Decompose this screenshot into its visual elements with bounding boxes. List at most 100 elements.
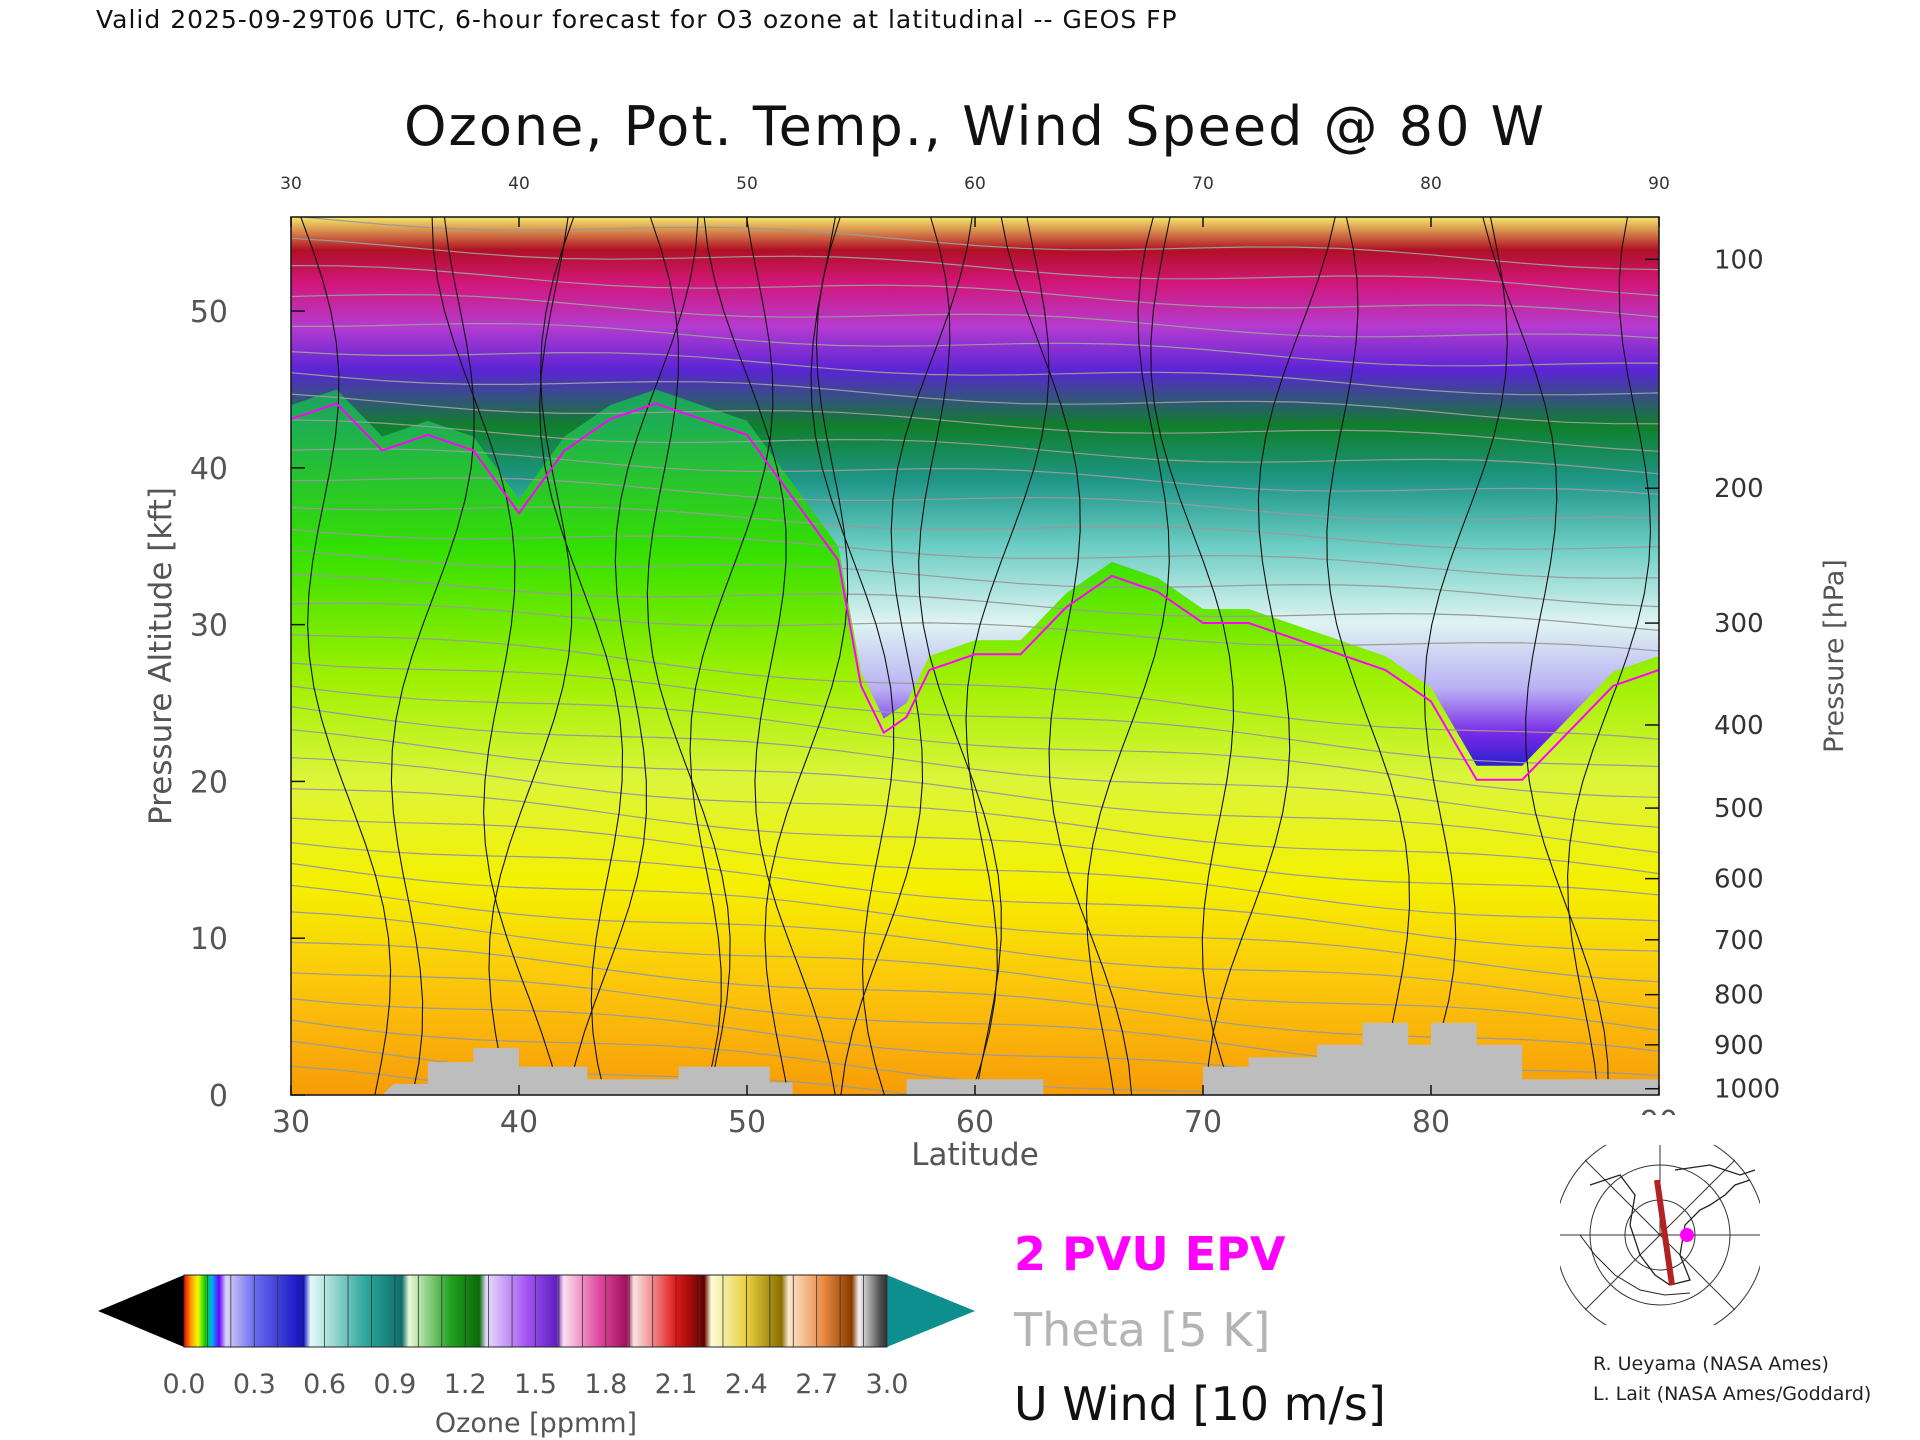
top-x-tick-label: 80 [1420, 174, 1442, 194]
pressure-tick-label: 800 [1714, 981, 1764, 1011]
colorbar-tick-label: 1.5 [514, 1369, 557, 1400]
top-x-tick-label: 50 [736, 174, 758, 194]
colorbar-tick-label: 2.1 [655, 1369, 698, 1400]
u-wind-contour [764, 217, 849, 1095]
pressure-axis-ticks: 100 200 300 400 500 600 700 800 900 1000 [1645, 245, 1780, 1105]
theta-contour [291, 729, 1659, 854]
theta-contour [291, 685, 1659, 798]
top-x-tick-label: 40 [508, 174, 530, 194]
theta-contour [291, 237, 1659, 297]
pressure-tick-label: 500 [1714, 794, 1764, 824]
colorbar-tick-label: 0.3 [233, 1369, 276, 1400]
x-axis-label: Latitude [911, 1137, 1039, 1173]
location-marker [1680, 1228, 1694, 1242]
pressure-tick-label: 400 [1714, 711, 1764, 741]
x-tick-label: 40 [500, 1105, 538, 1140]
colorbar-tick-label: 1.8 [584, 1369, 627, 1400]
theta-contour [291, 842, 1659, 952]
ozone-colorbar: 0.0 0.3 0.6 0.9 1.2 1.5 1.8 2.1 2.4 2.7 3.0 Ozone … [98, 1274, 975, 1439]
u-wind-contour [1150, 217, 1235, 1095]
theta-contour [295, 217, 1659, 271]
theta-contour [291, 293, 1659, 339]
theta-contour [291, 477, 1659, 521]
u-wind-contour [539, 217, 624, 1095]
u-wind-contour [840, 217, 973, 1095]
theta-contour [291, 265, 1659, 318]
theta-contour [291, 602, 1659, 652]
top-x-tick-label: 60 [964, 174, 986, 194]
u-wind-contour [703, 217, 836, 1095]
epv-2pvu-contour [291, 402, 1659, 781]
u-wind-contours [300, 217, 1652, 1095]
cross-section-track [1654, 1179, 1675, 1286]
top-x-tick-label: 70 [1192, 174, 1214, 194]
theta-contour [291, 757, 1659, 875]
colorbar-label: Ozone [ppmm] [435, 1408, 637, 1439]
u-wind-contour [646, 217, 731, 1095]
legend-theta: Theta [5 K] [1013, 1303, 1270, 1357]
u-wind-contour [390, 217, 475, 1095]
top-x-ticks: 30 40 50 60 70 80 90 [280, 174, 1670, 227]
u-wind-contour [1000, 217, 1133, 1095]
top-x-tick-label: 30 [280, 174, 302, 194]
colorbar-tick-label: 0.0 [163, 1369, 206, 1400]
u-wind-contour [689, 217, 774, 1095]
theta-contour [291, 419, 1659, 475]
theta-contour [291, 862, 1659, 983]
colorbar-high-arrow [887, 1275, 975, 1347]
colorbar-tick-label: 2.7 [795, 1369, 838, 1400]
theta-contour [291, 884, 1659, 1009]
u-wind-contour [1206, 217, 1336, 1095]
inset-map [1530, 1115, 1790, 1355]
terrain-mask [291, 1022, 1659, 1095]
x-tick-label: 70 [1184, 1105, 1222, 1140]
theta-contour [291, 393, 1659, 452]
theta-contour [291, 817, 1659, 922]
theta-contour [291, 634, 1659, 740]
colorbar-tick-label: 3.0 [866, 1369, 909, 1400]
u-wind-contour [1567, 217, 1652, 1095]
legend: 2 PVU EPV Theta [5 K] U Wind [10 m/s] [1013, 1227, 1386, 1431]
u-wind-contour [918, 217, 1002, 1095]
colorbar-tick-label: 1.2 [444, 1369, 487, 1400]
pressure-tick-label: 1000 [1714, 1075, 1780, 1105]
plot-area [291, 217, 1659, 1095]
pressure-axis-label: Pressure [hPa] [1819, 559, 1850, 753]
theta-contour [291, 706, 1659, 828]
pressure-tick-label: 900 [1714, 1031, 1764, 1061]
x-axis-ticks: 30 40 50 60 70 80 90 [272, 1085, 1678, 1140]
legend-epv: 2 PVU EPV [1014, 1227, 1286, 1281]
x-tick-label: 80 [1412, 1105, 1450, 1140]
theta-contour [291, 788, 1659, 896]
stratosphere-field [291, 217, 1659, 766]
u-wind-contour [1419, 217, 1508, 1095]
theta-contour [291, 528, 1659, 579]
theta-contour [291, 322, 1659, 367]
top-x-tick-label: 90 [1648, 174, 1670, 194]
y-tick-label: 0 [209, 1079, 228, 1114]
u-wind-contour [567, 217, 699, 1095]
credit-line-2: L. Lait (NASA Ames/Goddard) [1593, 1383, 1871, 1405]
x-tick-label: 60 [956, 1105, 994, 1140]
chart-title: Ozone, Pot. Temp., Wind Speed @ 80 W [404, 95, 1546, 158]
theta-contours [291, 217, 1659, 1095]
theta-contour [291, 549, 1659, 608]
theta-contour [291, 448, 1659, 495]
pressure-tick-label: 300 [1714, 609, 1764, 639]
pressure-tick-label: 700 [1714, 926, 1764, 956]
x-tick-label: 50 [728, 1105, 766, 1140]
colorbar-ticks: 0.0 0.3 0.6 0.9 1.2 1.5 1.8 2.1 2.4 2.7 3.0 [163, 1275, 909, 1400]
colorbar-low-arrow [98, 1275, 184, 1347]
theta-contour [291, 574, 1659, 631]
credit-line-1: R. Ueyama (NASA Ames) [1593, 1353, 1829, 1375]
y-tick-label: 20 [190, 765, 228, 800]
y-axis-label: Pressure Altitude [kft] [143, 487, 179, 825]
legend-u-wind: U Wind [10 m/s] [1014, 1377, 1386, 1431]
u-wind-contour [488, 217, 575, 1095]
theta-contour [291, 662, 1659, 768]
theta-contour [291, 372, 1659, 425]
colorbar-tick-label: 0.6 [303, 1369, 346, 1400]
colorbar-tick-label: 0.9 [373, 1369, 416, 1400]
theta-contour [291, 911, 1659, 1031]
pressure-tick-label: 200 [1714, 474, 1764, 504]
